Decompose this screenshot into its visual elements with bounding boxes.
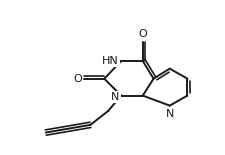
Text: N: N: [165, 109, 173, 119]
Text: HN: HN: [102, 56, 118, 66]
Text: N: N: [111, 92, 119, 102]
Text: O: O: [73, 74, 82, 84]
Text: O: O: [138, 29, 146, 39]
